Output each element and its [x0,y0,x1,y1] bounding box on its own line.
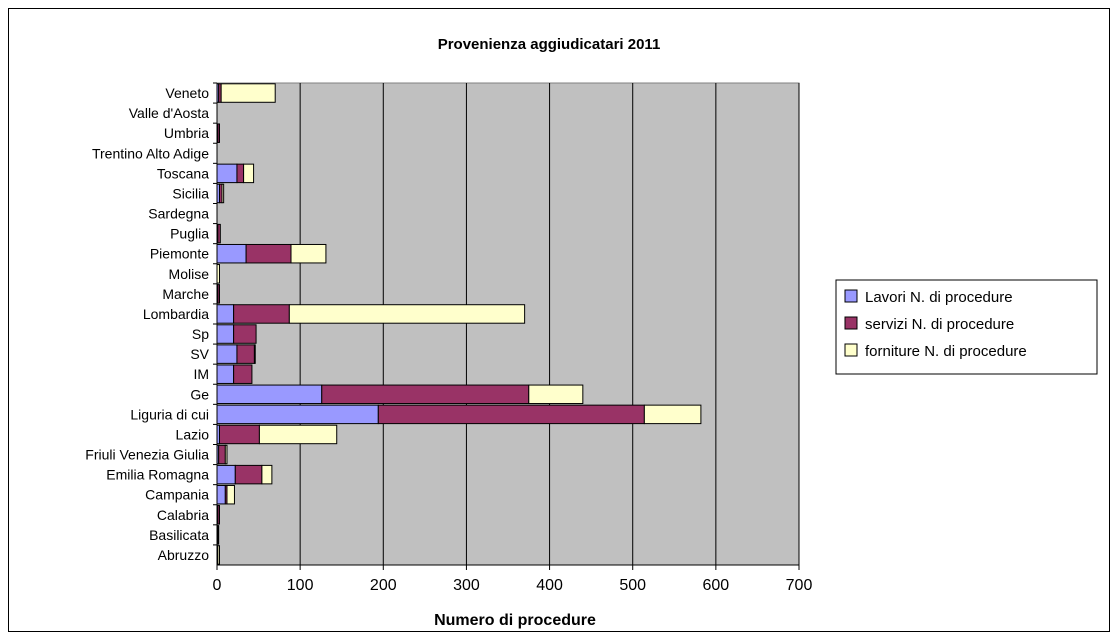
bar-sicilia-series-3 [221,183,225,204]
x-axis-title: Numero di procedure [434,612,596,629]
bar-piemonte-series-2 [245,243,292,264]
bar-emilia-romagna-series-2 [234,464,263,485]
x-tick-label-0: 0 [213,577,222,594]
bar-umbria-series-2 [217,123,220,143]
category-label-sv: SV [190,346,209,362]
bar-basilicata-series-2 [217,525,220,545]
x-tick-label-100: 100 [287,577,314,594]
bar-lazio-series-3 [258,424,338,445]
bar-lombardia-series-3 [288,304,526,324]
category-label-friuli-venezia-giulia: Friuli Venezia Giulia [85,447,209,463]
x-tick-label-300: 300 [453,577,480,594]
bar-veneto-series-3 [220,83,276,103]
bar-ge-series-2 [321,384,530,405]
category-label-trentino-alto-adige: Trentino Alto Adige [92,145,209,161]
legend-label-1: Lavori N. di procedure [865,289,1013,306]
bar-liguria-di-cui-series-1 [216,404,379,425]
bar-campania-series-3 [226,484,235,505]
category-label-lazio: Lazio [176,426,210,442]
bar-emilia-romagna-series-1 [216,464,236,485]
bar-friuli-venezia-giulia-series-3 [224,444,228,465]
bar-toscana-series-3 [243,163,255,184]
x-tick-label-400: 400 [536,577,563,594]
bar-toscana-series-1 [216,163,238,184]
bar-sp-series-1 [216,324,235,344]
category-label-liguria-di-cui: Liguria di cui [130,406,209,422]
category-label-im: IM [193,366,209,382]
x-tick-label-200: 200 [370,577,397,594]
bar-sv-series-2 [236,344,255,364]
bar-im-series-1 [216,364,235,384]
legend: Lavori N. di procedure servizi N. di proc… [835,279,1098,375]
bar-lombardia-series-1 [216,304,235,324]
category-label-umbria: Umbria [164,125,209,141]
legend-label-2: servizi N. di procedure [865,316,1014,333]
legend-label-3: forniture N. di procedure [865,343,1027,360]
bar-liguria-di-cui-series-3 [643,404,702,425]
legend-box [835,279,1098,375]
bar-liguria-di-cui-series-2 [377,404,645,425]
category-label-toscana: Toscana [157,165,209,181]
plot-area: Veneto Valle d'Aosta Umbria Trentino Alto A… [85,82,813,594]
legend-swatch-1 [844,289,858,303]
bar-im-series-2 [233,364,253,384]
bar-marche-series-2 [217,284,220,304]
category-label-molise: Molise [169,266,210,282]
category-label-calabria: Calabria [157,507,209,523]
bar-puglia-series-2 [217,223,221,244]
legend-swatch-3 [844,343,858,357]
chart-title: Provenienza aggiudicatari 2011 [438,36,661,53]
category-label-sicilia: Sicilia [172,185,209,201]
legend-swatch-2 [844,316,858,330]
category-label-ge: Ge [190,386,209,402]
category-label-basilicata: Basilicata [149,527,209,543]
bar-friuli-venezia-giulia-series-2 [218,444,226,465]
x-tick-label-700: 700 [786,577,813,594]
category-label-valle-d-aosta: Valle d'Aosta [129,105,209,121]
x-tick-label-500: 500 [619,577,646,594]
category-label-lombardia: Lombardia [143,306,209,322]
bar-toscana-series-2 [236,163,245,184]
bar-abruzzo-series-3 [217,545,220,565]
plot-background [216,82,800,566]
bar-sv-series-3 [253,344,256,364]
bar-piemonte-series-1 [216,243,247,264]
x-tick-label-600: 600 [703,577,730,594]
bar-calabria-series-2 [217,505,220,525]
bar-lombardia-series-2 [233,304,290,324]
category-label-campania: Campania [145,487,209,503]
category-label-sp: Sp [192,326,209,342]
category-label-puglia: Puglia [170,226,209,242]
bar-ge-series-3 [528,384,584,405]
category-label-marche: Marche [162,286,209,302]
category-label-veneto: Veneto [165,85,209,101]
bar-emilia-romagna-series-3 [261,464,273,485]
category-label-emilia-romagna: Emilia Romagna [106,467,209,483]
chart-frame: Provenienza aggiudicatari 2011 Veneto Val… [8,8,1110,632]
bar-lazio-series-2 [218,424,260,445]
category-label-piemonte: Piemonte [150,246,209,262]
category-label-abruzzo: Abruzzo [158,547,210,563]
bar-ge-series-1 [216,384,323,405]
bar-sp-series-2 [233,324,257,344]
bar-campania-series-1 [216,484,226,505]
chart-svg: Provenienza aggiudicatari 2011 Veneto Val… [85,36,1098,629]
category-label-sardegna: Sardegna [148,206,209,222]
bar-sv-series-1 [216,344,238,364]
bar-piemonte-series-3 [290,243,327,264]
